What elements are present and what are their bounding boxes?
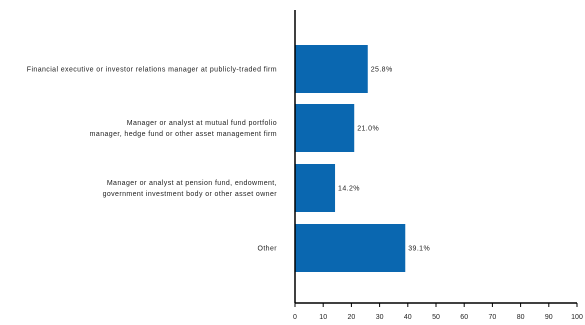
- bar-0: [295, 45, 368, 93]
- category-label-0-line-0: Financial executive or investor relation…: [27, 67, 277, 74]
- category-label-2-line-0: Manager or analyst at pension fund, endo…: [107, 180, 277, 187]
- category-label-3-line-0: Other: [257, 246, 277, 253]
- x-tick-label-1: 10: [319, 314, 327, 321]
- x-tick-label-10: 100: [571, 314, 583, 321]
- x-tick-label-8: 80: [517, 314, 525, 321]
- bar-3: [295, 224, 406, 272]
- bars-group: [295, 45, 406, 272]
- x-tick-label-2: 20: [348, 314, 356, 321]
- x-tick-label-9: 90: [545, 314, 553, 321]
- data-label-2: 14.2%: [338, 186, 360, 193]
- x-tick-label-3: 30: [376, 314, 384, 321]
- x-tick-label-7: 70: [489, 314, 497, 321]
- category-label-1-line-1: manager, hedge fund or other asset manag…: [90, 131, 277, 138]
- x-ticks-group: 0 10 20 30 40 50 60 70 80 90 100: [293, 303, 583, 321]
- x-tick-label-0: 0: [293, 314, 297, 321]
- category-label-2-line-1: government investment body or other asse…: [103, 191, 278, 198]
- category-labels-group: Financial executive or investor relation…: [27, 67, 277, 253]
- data-label-3: 39.1%: [408, 246, 430, 253]
- x-tick-label-4: 40: [404, 314, 412, 321]
- data-label-1: 21.0%: [357, 126, 379, 133]
- x-tick-label-5: 50: [432, 314, 440, 321]
- data-labels-group: 25.8% 21.0% 14.2% 39.1%: [338, 67, 430, 253]
- data-label-0: 25.8%: [371, 67, 393, 74]
- bar-2: [295, 164, 336, 212]
- x-tick-label-6: 60: [460, 314, 468, 321]
- bar-1: [295, 104, 355, 152]
- category-label-1-line-0: Manager or analyst at mutual fund portfo…: [127, 120, 277, 127]
